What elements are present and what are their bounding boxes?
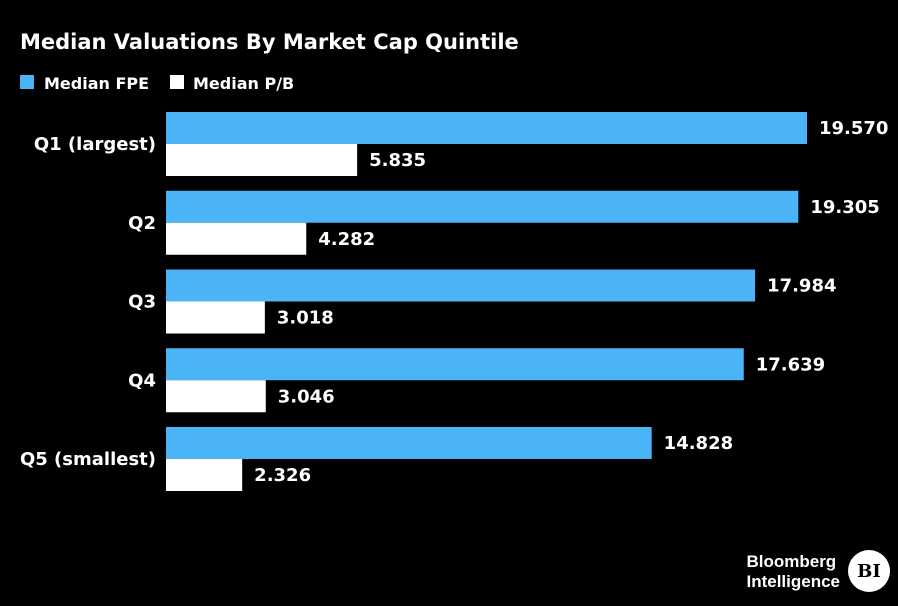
value-label-pb: 5.835 bbox=[369, 150, 426, 171]
chart-title: Median Valuations By Market Cap Quintile bbox=[20, 30, 519, 54]
legend-swatch-pb bbox=[170, 75, 184, 89]
legend-swatch-fpe bbox=[20, 75, 34, 89]
bar-median-fpe bbox=[166, 112, 807, 144]
bar-median-pb bbox=[166, 222, 307, 255]
bar-median-fpe bbox=[166, 348, 744, 381]
bar-median-pb bbox=[166, 144, 358, 176]
bar-median-pb bbox=[166, 459, 243, 491]
value-label-fpe: 19.305 bbox=[810, 197, 879, 218]
bi-badge-icon: BI bbox=[848, 550, 890, 592]
bloomberg-intelligence-logo: Bloomberg Intelligence bbox=[746, 552, 840, 592]
category-label: Q3 bbox=[128, 292, 156, 313]
value-label-fpe: 17.639 bbox=[756, 354, 825, 375]
bar-median-fpe bbox=[166, 190, 799, 223]
value-label-pb: 3.018 bbox=[277, 308, 334, 329]
bar-median-fpe bbox=[166, 427, 652, 459]
bar-median-pb bbox=[166, 380, 266, 413]
legend-label-pb: Median P/B bbox=[193, 74, 294, 93]
bars-group: Q1 (largest) 19.570 5.835 Q2 19.305 4.282 Q3 17… bbox=[20, 112, 888, 491]
category-label: Q2 bbox=[128, 213, 156, 234]
bar-median-fpe bbox=[166, 269, 756, 302]
category-label: Q4 bbox=[128, 370, 156, 391]
value-label-fpe: 19.570 bbox=[819, 118, 888, 139]
brand-line2: Intelligence bbox=[746, 572, 840, 591]
legend-label-fpe: Median FPE bbox=[44, 74, 149, 93]
category-label: Q5 (smallest) bbox=[20, 449, 156, 470]
value-label-pb: 3.046 bbox=[278, 386, 335, 407]
value-label-fpe: 17.984 bbox=[767, 276, 836, 297]
brand-line1: Bloomberg bbox=[746, 552, 837, 571]
legend: Median FPE Median P/B bbox=[20, 74, 294, 93]
value-label-fpe: 14.828 bbox=[664, 433, 733, 454]
bar-median-pb bbox=[166, 301, 265, 334]
value-label-pb: 4.282 bbox=[318, 229, 375, 250]
category-label: Q1 (largest) bbox=[34, 134, 156, 155]
value-label-pb: 2.326 bbox=[254, 465, 311, 486]
